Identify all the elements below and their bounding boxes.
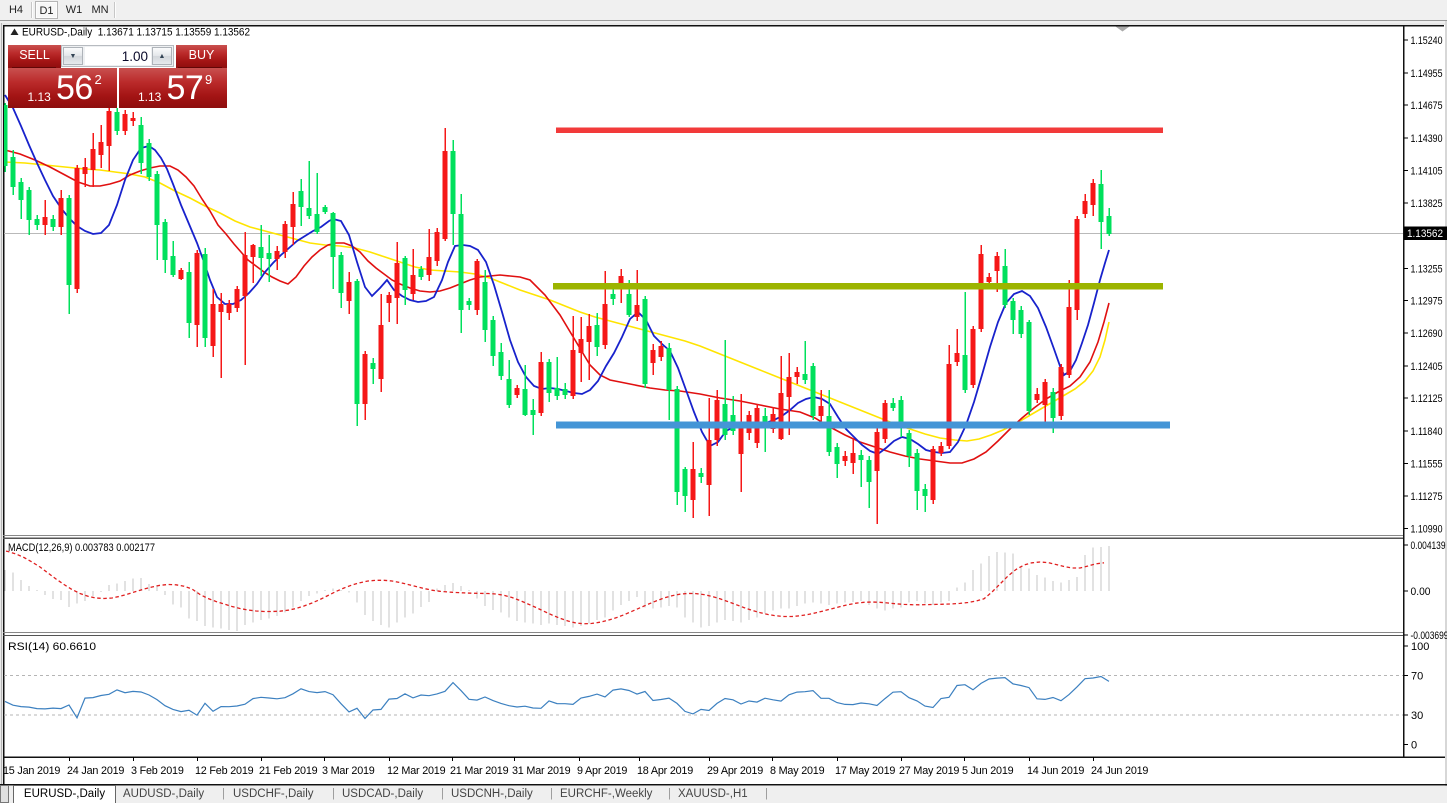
svg-text:1.12125: 1.12125 xyxy=(1411,393,1443,405)
svg-text:21 Mar 2019: 21 Mar 2019 xyxy=(450,765,509,777)
svg-text:15 Jan 2019: 15 Jan 2019 xyxy=(3,765,60,777)
svg-text:29 Apr 2019: 29 Apr 2019 xyxy=(707,765,763,777)
svg-text:-0.003699: -0.003699 xyxy=(1411,630,1447,642)
svg-text:100: 100 xyxy=(1411,641,1429,653)
svg-text:27 May 2019: 27 May 2019 xyxy=(899,765,959,777)
svg-text:18 Apr 2019: 18 Apr 2019 xyxy=(637,765,693,777)
svg-text:1.12975: 1.12975 xyxy=(1411,296,1443,308)
svg-text:1.14675: 1.14675 xyxy=(1411,100,1443,112)
svg-text:1.11555: 1.11555 xyxy=(1411,459,1443,471)
svg-text:3 Feb 2019: 3 Feb 2019 xyxy=(131,765,184,777)
svg-text:12 Feb 2019: 12 Feb 2019 xyxy=(195,765,254,777)
svg-text:5 Jun 2019: 5 Jun 2019 xyxy=(962,765,1014,777)
svg-text:RSI(14) 60.6610: RSI(14) 60.6610 xyxy=(8,641,96,653)
svg-text:1.14390: 1.14390 xyxy=(1411,133,1443,145)
svg-text:1.12405: 1.12405 xyxy=(1411,361,1443,373)
svg-text:31 Mar 2019: 31 Mar 2019 xyxy=(512,765,571,777)
svg-text:1.14105: 1.14105 xyxy=(1411,166,1443,178)
svg-text:1.12690: 1.12690 xyxy=(1411,328,1443,340)
svg-text:1.11840: 1.11840 xyxy=(1411,426,1443,438)
svg-text:1.14955: 1.14955 xyxy=(1411,68,1443,80)
svg-text:12 Mar 2019: 12 Mar 2019 xyxy=(387,765,446,777)
svg-text:1.13255: 1.13255 xyxy=(1411,263,1443,275)
svg-text:3 Mar 2019: 3 Mar 2019 xyxy=(322,765,375,777)
svg-text:0: 0 xyxy=(1411,740,1417,752)
svg-text:1.13562: 1.13562 xyxy=(1407,228,1443,240)
svg-text:24 Jun 2019: 24 Jun 2019 xyxy=(1091,765,1148,777)
svg-text:1.11275: 1.11275 xyxy=(1411,491,1443,503)
svg-text:24 Jan 2019: 24 Jan 2019 xyxy=(67,765,124,777)
svg-text:30: 30 xyxy=(1411,710,1423,722)
svg-text:70: 70 xyxy=(1411,671,1423,683)
svg-text:17 May 2019: 17 May 2019 xyxy=(835,765,895,777)
svg-text:0.00: 0.00 xyxy=(1411,586,1431,598)
svg-text:EURUSD-,Daily 1.13671 1.13715: EURUSD-,Daily 1.13671 1.13715 1.13559 1.… xyxy=(22,27,250,39)
svg-text:MACD(12,26,9) 0.003783 0.00217: MACD(12,26,9) 0.003783 0.002177 xyxy=(8,542,155,554)
svg-text:1.13825: 1.13825 xyxy=(1411,198,1443,210)
svg-text:9 Apr 2019: 9 Apr 2019 xyxy=(577,765,627,777)
svg-text:8 May 2019: 8 May 2019 xyxy=(770,765,825,777)
svg-text:1.15240: 1.15240 xyxy=(1411,35,1443,47)
svg-text:0.004139: 0.004139 xyxy=(1411,540,1446,552)
svg-text:14 Jun 2019: 14 Jun 2019 xyxy=(1027,765,1084,777)
svg-text:1.10990: 1.10990 xyxy=(1411,524,1443,536)
svg-text:21 Feb 2019: 21 Feb 2019 xyxy=(259,765,318,777)
